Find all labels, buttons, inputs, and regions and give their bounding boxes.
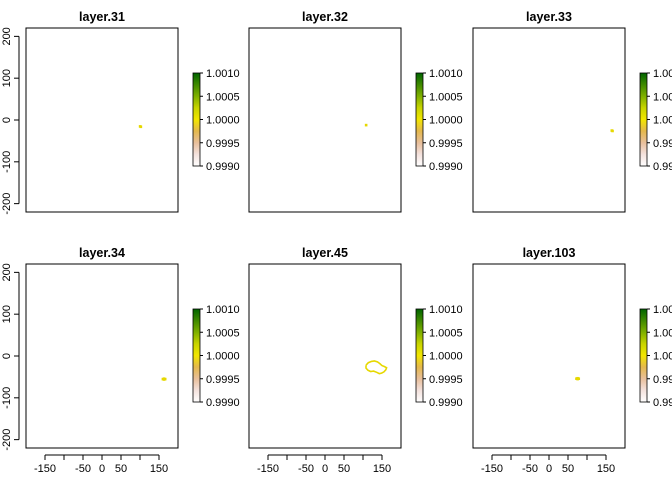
x-tick-label: 0: [322, 463, 328, 475]
panel-title: layer.33: [526, 10, 572, 24]
panel-title: layer.31: [79, 10, 125, 24]
y-tick-label: 100: [1, 305, 13, 323]
x-tick-label: -150: [481, 463, 503, 475]
raster-outline: [365, 360, 388, 375]
legend-tick-label: 0.9995: [429, 138, 463, 150]
legend-tick-label: 1.0005: [206, 91, 240, 103]
x-tick-label: -150: [34, 463, 56, 475]
panel-layer-103: layer.103 -150 -50 0 50 150 0.9990 0.9995 1.0000…: [472, 246, 672, 475]
y-tick-label: -100: [1, 387, 13, 409]
x-tick-label: 0: [99, 463, 105, 475]
legend-tick-label: 0.9995: [429, 374, 463, 386]
x-tick-label: -50: [522, 463, 538, 475]
plot-frame: [472, 263, 626, 449]
panel-layer-33: layer.33 0.9990 0.9995 1.0000 1.0005 1.0010: [472, 10, 672, 213]
legend-tick-label: 0.9990: [429, 397, 463, 409]
panel-layer-32: layer.32 0.9990 0.9995 1.0000 1.0005 1.0010: [248, 10, 463, 213]
y-tick-label: 200: [1, 27, 13, 45]
legend-tick-label: 0.9995: [653, 138, 672, 150]
raster-cell: [139, 125, 143, 129]
panel-layer-45: layer.45 -150 -50 0 50 150 0.9990 0.9995 1.0000 1…: [248, 246, 463, 475]
legend-tick-label: 1.0010: [429, 68, 463, 80]
legend-tick-label: 1.0000: [653, 351, 672, 363]
legend-tick-label: 1.0000: [206, 351, 240, 363]
legend-tick-label: 0.9990: [429, 161, 463, 173]
plot-frame: [248, 263, 402, 449]
y-tick-label: 200: [1, 263, 13, 281]
y-tick-label: 100: [1, 69, 13, 87]
panel-title: layer.34: [79, 246, 125, 260]
legend-tick-label: 1.0000: [429, 115, 463, 127]
legend-tick-label: 0.9995: [206, 374, 240, 386]
legend-tick-label: 1.0005: [653, 327, 672, 339]
legend-tick-label: 1.0000: [206, 115, 240, 127]
y-tick-label: -100: [1, 151, 13, 173]
legend-tick-label: 1.0010: [206, 304, 240, 316]
legend-tick-label: 1.0010: [653, 68, 672, 80]
legend-tick-label: 1.0010: [653, 304, 672, 316]
legend-tick-label: 1.0000: [653, 115, 672, 127]
panel-layer-34: layer.34 -200 -100 0 100 200 -150 -50 0 50 150 0.99…: [1, 246, 240, 475]
legend-colorbar: [415, 308, 424, 403]
plot-frame: [472, 27, 626, 213]
legend-colorbar: [639, 308, 648, 403]
x-tick-label: -50: [298, 463, 314, 475]
plot-frame: [248, 27, 402, 213]
panel-title: layer.32: [302, 10, 348, 24]
x-tick-label: -150: [257, 463, 279, 475]
legend-tick-label: 0.9995: [206, 138, 240, 150]
x-tick-label: 0: [546, 463, 552, 475]
x-tick-label: 50: [338, 463, 350, 475]
legend-tick-label: 0.9990: [206, 397, 240, 409]
legend-tick-label: 1.0000: [429, 351, 463, 363]
raster-cell: [576, 376, 579, 380]
x-tick-label: 150: [373, 463, 391, 475]
raster-cell: [611, 129, 614, 133]
y-tick-label: -200: [1, 193, 13, 215]
legend-colorbar: [192, 72, 201, 167]
legend-tick-label: 0.9990: [653, 397, 672, 409]
x-tick-label: 150: [150, 463, 168, 475]
y-tick-label: 0: [1, 353, 13, 359]
legend-tick-label: 1.0005: [206, 327, 240, 339]
raster-cell: [364, 123, 368, 127]
legend-tick-label: 0.9990: [653, 161, 672, 173]
legend-tick-label: 1.0005: [429, 91, 463, 103]
x-tick-label: -50: [75, 463, 91, 475]
panel-title: layer.45: [302, 246, 348, 260]
y-tick-label: -200: [1, 429, 13, 451]
legend-colorbar: [192, 308, 201, 403]
legend-tick-label: 1.0010: [429, 304, 463, 316]
plot-frame: [25, 27, 179, 213]
y-tick-label: 0: [1, 117, 13, 123]
legend-colorbar: [415, 72, 424, 167]
panel-layer-31: layer.31 -200 -100 0 100 200 0.9990 0.9995 1.000…: [1, 10, 240, 215]
legend-tick-label: 1.0005: [429, 327, 463, 339]
legend-tick-label: 1.0005: [653, 91, 672, 103]
legend-tick-label: 0.9990: [206, 161, 240, 173]
panel-title: layer.103: [523, 246, 576, 260]
legend-tick-label: 1.0010: [206, 68, 240, 80]
legend-tick-label: 0.9995: [653, 374, 672, 386]
x-tick-label: 50: [115, 463, 127, 475]
raster-cell: [162, 377, 166, 380]
x-tick-label: 50: [562, 463, 574, 475]
x-tick-label: 150: [597, 463, 615, 475]
plot-frame: [25, 263, 179, 449]
legend-colorbar: [639, 72, 648, 167]
